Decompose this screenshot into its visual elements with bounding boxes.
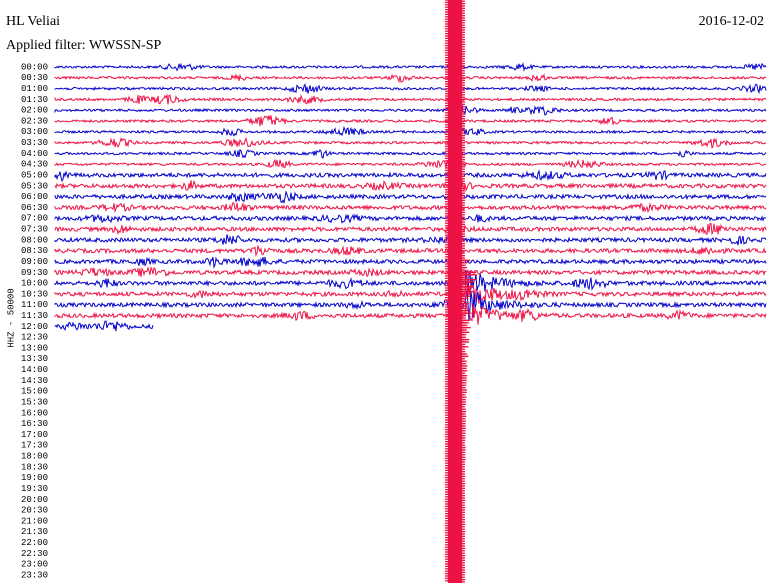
- trace: [54, 256, 767, 269]
- trace: [54, 93, 767, 105]
- trace: [54, 82, 767, 95]
- row-label: 17:00: [21, 430, 48, 440]
- row-label: 08:30: [21, 246, 48, 256]
- date: 2016-12-02: [699, 14, 764, 29]
- row-label: 04:00: [21, 149, 48, 159]
- trace: [54, 104, 767, 116]
- trace: [54, 158, 767, 169]
- row-label: 19:30: [21, 484, 48, 494]
- row-label: 16:00: [21, 408, 48, 418]
- row-label: 15:30: [21, 397, 48, 407]
- row-label: 11:00: [21, 300, 48, 310]
- row-label: 22:00: [21, 538, 48, 548]
- row-label: 15:00: [21, 387, 48, 397]
- row-labels: 00:0000:3001:0001:3002:0002:3003:0003:30…: [21, 62, 48, 580]
- row-label: 05:00: [21, 170, 48, 180]
- traces: [54, 0, 767, 583]
- trace: [54, 178, 767, 193]
- trace: [54, 290, 767, 322]
- row-label: 07:30: [21, 225, 48, 235]
- axis-label: HHZ - 50000: [6, 288, 16, 347]
- row-label: 02:00: [21, 106, 48, 116]
- trace: [54, 125, 767, 137]
- row-label: 08:00: [21, 235, 48, 245]
- trace: [54, 265, 767, 278]
- row-label: 18:00: [21, 452, 48, 462]
- row-label: 23:30: [21, 570, 48, 580]
- trace: [54, 270, 767, 294]
- row-label: 11:30: [21, 311, 48, 321]
- trace: [54, 201, 767, 214]
- row-label: 01:30: [21, 95, 48, 105]
- row-label: 10:30: [21, 289, 48, 299]
- row-label: 20:00: [21, 495, 48, 505]
- row-label: 09:00: [21, 257, 48, 267]
- row-label: 07:00: [21, 214, 48, 224]
- row-label: 00:30: [21, 73, 48, 83]
- row-label: 14:00: [21, 365, 48, 375]
- trace: [54, 115, 767, 127]
- row-label: 04:30: [21, 160, 48, 170]
- row-label: 23:00: [21, 560, 48, 570]
- filter: Applied filter: WWSSN-SP: [6, 38, 162, 53]
- trace: [54, 213, 767, 224]
- row-label: 20:30: [21, 506, 48, 516]
- row-label: 12:00: [21, 322, 48, 332]
- row-label: 05:30: [21, 181, 48, 191]
- trace: [54, 222, 767, 236]
- trace: [54, 245, 767, 257]
- trace: [54, 234, 767, 246]
- row-label: 03:00: [21, 127, 48, 137]
- row-label: 18:30: [21, 462, 48, 472]
- row-label: 22:30: [21, 549, 48, 559]
- row-label: 14:30: [21, 376, 48, 386]
- earthquake: [444, 0, 478, 583]
- row-label: 19:00: [21, 473, 48, 483]
- row-label: 16:30: [21, 419, 48, 429]
- row-label: 02:30: [21, 116, 48, 126]
- row-label: 01:00: [21, 84, 48, 94]
- row-label: 17:30: [21, 441, 48, 451]
- row-label: 06:00: [21, 192, 48, 202]
- trace: [54, 169, 767, 183]
- trace: [54, 279, 767, 304]
- trace: [54, 320, 154, 332]
- row-label: 09:30: [21, 268, 48, 278]
- row-label: 00:00: [21, 62, 48, 72]
- row-label: 10:00: [21, 279, 48, 289]
- row-label: 13:00: [21, 343, 48, 353]
- trace: [54, 301, 767, 325]
- trace: [54, 61, 767, 72]
- station: HL Veliai: [6, 14, 60, 29]
- trace: [54, 148, 767, 159]
- row-label: 03:30: [21, 138, 48, 148]
- trace: [54, 190, 767, 205]
- row-label: 21:00: [21, 516, 48, 526]
- trace: [54, 136, 767, 149]
- row-label: 21:30: [21, 527, 48, 537]
- trace: [54, 73, 767, 84]
- row-label: 06:30: [21, 203, 48, 213]
- row-label: 12:30: [21, 333, 48, 343]
- earthquake-core: [448, 0, 462, 583]
- row-label: 13:30: [21, 354, 48, 364]
